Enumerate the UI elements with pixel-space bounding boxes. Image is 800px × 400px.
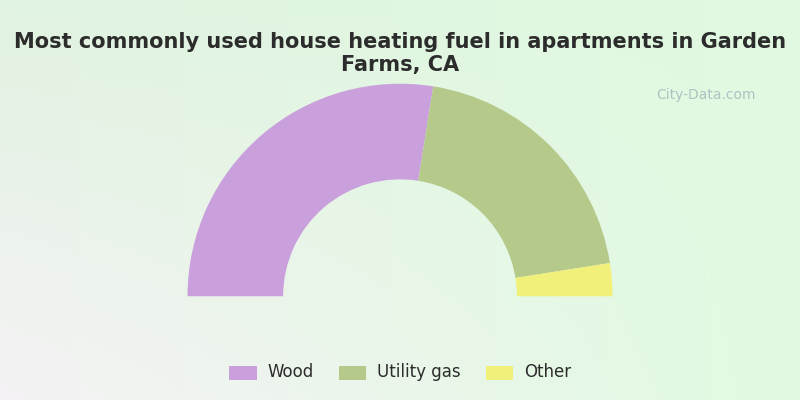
Text: Most commonly used house heating fuel in apartments in Garden Farms, CA: Most commonly used house heating fuel in… [14,32,786,75]
Wedge shape [187,84,434,296]
Wedge shape [418,86,610,278]
Legend: Wood, Utility gas, Other: Wood, Utility gas, Other [222,356,578,388]
Text: City-Data.com: City-Data.com [656,88,755,102]
Wedge shape [515,263,613,296]
